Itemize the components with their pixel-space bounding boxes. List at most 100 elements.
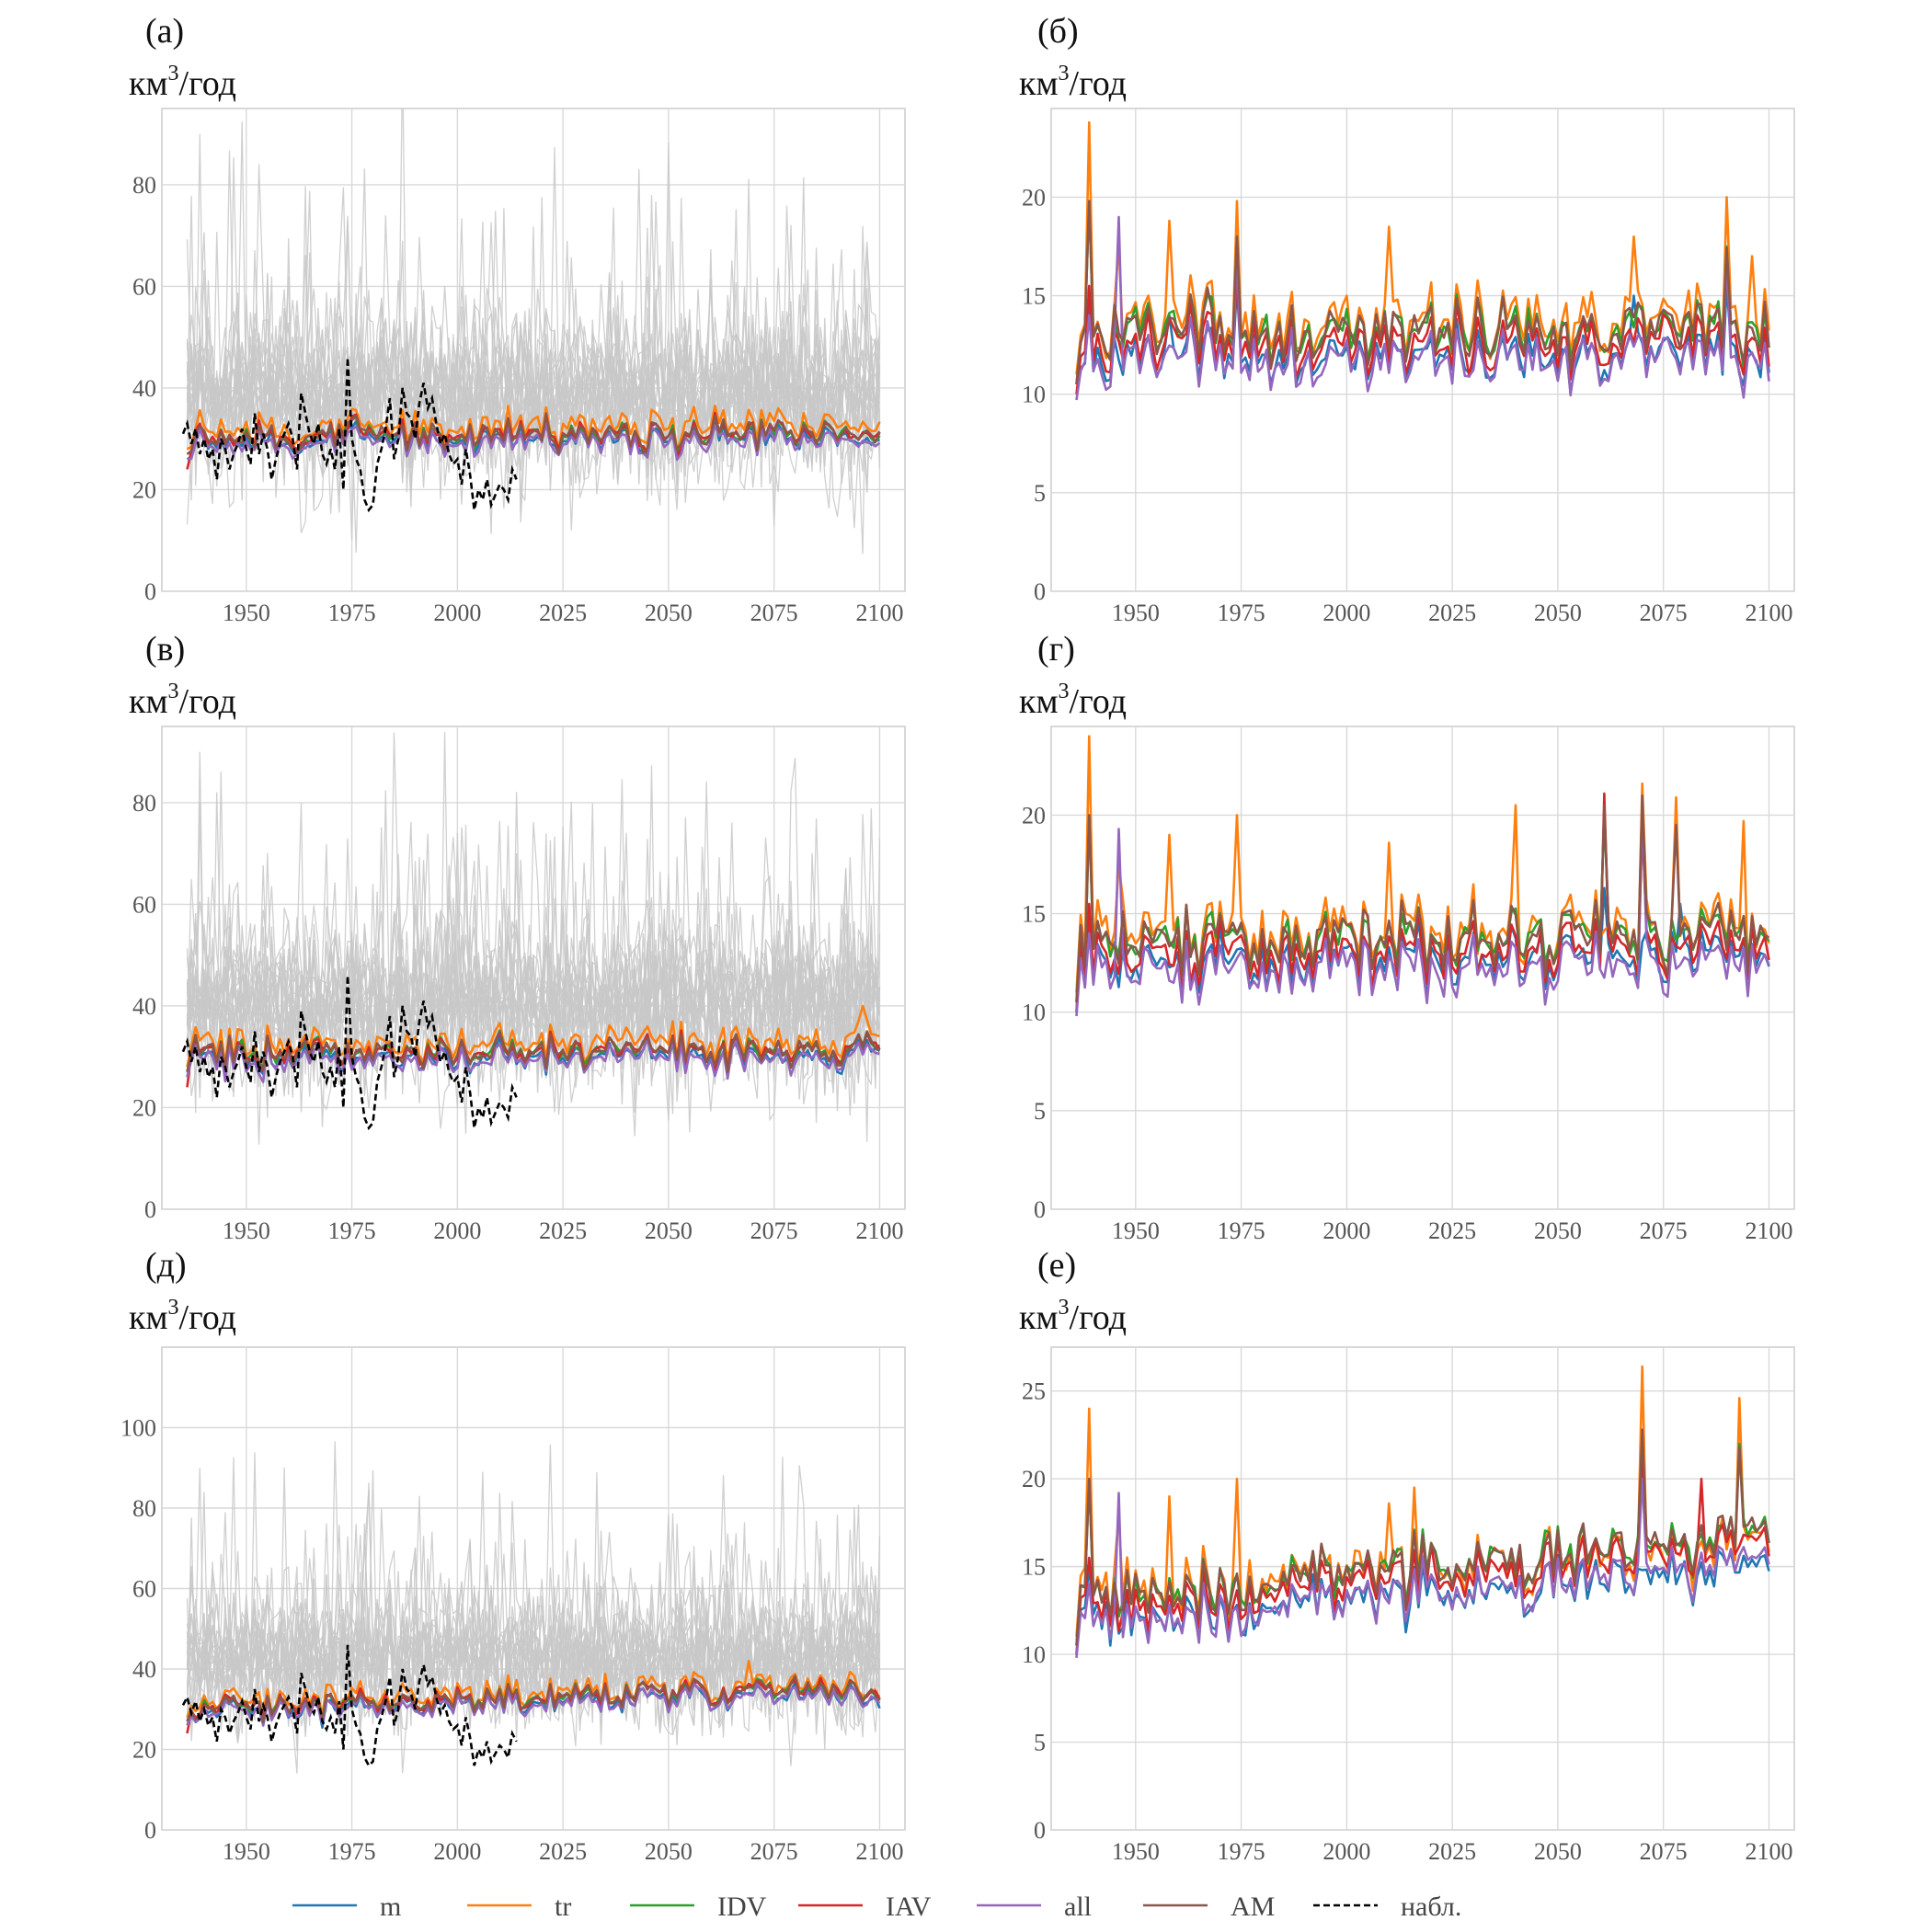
series-line-all — [1075, 215, 1770, 401]
legend-label: tr — [555, 1892, 571, 1922]
x-tick-label: 2000 — [1322, 1218, 1370, 1244]
x-tick-label: 2025 — [539, 600, 587, 626]
y-tick-label: 5 — [1034, 1730, 1046, 1756]
y-tick-label: 20 — [132, 1737, 156, 1764]
y-tick-label: 20 — [132, 476, 156, 503]
y-tick-label: 5 — [1034, 1098, 1046, 1125]
x-tick-label: 2000 — [1322, 600, 1370, 626]
legend-label: IDV — [717, 1892, 767, 1922]
x-tick-label: 2100 — [855, 600, 903, 626]
x-tick-label: 2075 — [1640, 600, 1688, 626]
x-tick-label: 2025 — [1428, 1838, 1476, 1865]
series-line-am — [186, 412, 881, 455]
panel-label: (д) — [145, 1246, 187, 1285]
ensemble-member-line — [186, 856, 881, 1068]
x-tick-label: 2075 — [1640, 1838, 1688, 1865]
x-tick-label: 1975 — [328, 1218, 376, 1244]
ensemble-member-line — [186, 732, 881, 1145]
x-tick-label: 1975 — [1218, 1838, 1265, 1865]
series-line-am — [1075, 200, 1770, 385]
panel-2: (б) км3/год 1950 1975 2000 2025 2050 2075 2100 0 5… — [1019, 12, 1795, 626]
legend-label: IAV — [886, 1892, 932, 1922]
ensemble-member-line — [186, 1482, 881, 1726]
y-tick-label: 40 — [132, 993, 156, 1020]
legend-item-iav: IAV — [798, 1892, 932, 1922]
y-tick-label: 15 — [1022, 1554, 1046, 1581]
x-tick-label: 1975 — [1218, 600, 1265, 626]
x-tick-label: 2025 — [539, 1218, 587, 1244]
y-tick-label: 15 — [1022, 283, 1046, 310]
x-tick-label: 2050 — [645, 1218, 693, 1244]
x-tick-label: 2050 — [1534, 600, 1582, 626]
x-tick-label: 2000 — [1322, 1838, 1370, 1865]
series-line-all — [1075, 807, 1770, 1017]
y-tick-label: 40 — [132, 1656, 156, 1683]
observed-line — [181, 357, 518, 513]
series-line-am — [1075, 1428, 1770, 1646]
x-tick-label: 2050 — [1534, 1838, 1582, 1865]
legend-item-am: AM — [1143, 1892, 1275, 1922]
y-tick-label: 60 — [132, 1576, 156, 1603]
panel-label: (в) — [145, 630, 185, 669]
series-line-tr — [186, 1004, 880, 1069]
x-tick-label: 2025 — [1428, 1218, 1476, 1244]
x-tick-label: 2100 — [855, 1838, 903, 1865]
ensemble-member-line — [186, 236, 881, 474]
legend-item-tr: tr — [467, 1892, 571, 1922]
x-tick-label: 2050 — [1534, 1218, 1582, 1244]
y-unit-label: км3/год — [129, 62, 236, 103]
x-tick-label: 2050 — [645, 600, 693, 626]
series-line-all — [1075, 1477, 1770, 1659]
legend-item-all: all — [977, 1892, 1092, 1922]
x-tick-label: 2000 — [433, 1218, 481, 1244]
ensemble-member-line — [186, 285, 881, 445]
y-tick-label: 20 — [1022, 1466, 1046, 1492]
y-tick-label: 80 — [132, 790, 156, 817]
x-tick-label: 1975 — [328, 600, 376, 626]
panel-label: (е) — [1037, 1246, 1076, 1285]
panel-3: (в) км3/год 1950 1975 2000 2025 2050 2075 2100 0 2… — [129, 630, 906, 1244]
x-tick-label: 2025 — [1428, 600, 1476, 626]
x-tick-label: 2075 — [1640, 1218, 1688, 1244]
ensemble-member-line — [186, 1465, 881, 1752]
legend-label: AM — [1231, 1892, 1275, 1922]
plot-area — [1050, 1346, 1795, 1831]
ensemble-member-line — [186, 168, 880, 487]
legend-label: набл. — [1401, 1892, 1461, 1922]
y-unit-label: км3/год — [129, 680, 236, 721]
y-unit-label: км3/год — [1019, 680, 1127, 721]
x-tick-label: 2000 — [433, 1838, 481, 1865]
y-tick-label: 80 — [132, 1495, 156, 1522]
legend: m tr IDV IAV all AM набл. — [292, 1892, 1461, 1922]
y-tick-label: 0 — [1034, 1817, 1046, 1844]
x-tick-label: 2100 — [855, 1218, 903, 1244]
y-tick-label: 10 — [1022, 382, 1046, 408]
y-tick-label: 0 — [1034, 1196, 1046, 1223]
x-tick-label: 2000 — [433, 600, 481, 626]
x-tick-label: 1950 — [223, 1218, 270, 1244]
legend-label: all — [1064, 1892, 1092, 1922]
legend-label: m — [380, 1892, 401, 1922]
x-tick-label: 1950 — [1112, 1218, 1160, 1244]
series-line-all — [187, 422, 881, 462]
y-tick-label: 20 — [1022, 184, 1046, 211]
x-tick-label: 2075 — [750, 1838, 798, 1865]
series-line-tr — [1075, 120, 1770, 375]
y-tick-label: 20 — [132, 1094, 156, 1121]
y-tick-label: 80 — [132, 172, 156, 199]
y-tick-label: 0 — [1034, 578, 1046, 605]
y-tick-label: 10 — [1022, 1641, 1046, 1668]
y-tick-label: 20 — [1022, 802, 1046, 829]
series-line-tr — [186, 1660, 881, 1718]
y-unit-label: км3/год — [129, 1296, 236, 1337]
legend-item-idv: IDV — [630, 1892, 767, 1922]
x-tick-label: 2075 — [750, 1218, 798, 1244]
panel-label: (б) — [1037, 12, 1079, 51]
x-tick-label: 1975 — [328, 1838, 376, 1865]
panel-4: (г) км3/год 1950 1975 2000 2025 2050 2075 2100 0 5… — [1019, 630, 1795, 1244]
y-tick-label: 40 — [132, 375, 156, 402]
x-tick-label: 1950 — [1112, 600, 1160, 626]
panel-5: (д) км3/год 1950 1975 2000 2025 2050 2075 2100 0 2… — [120, 1246, 906, 1865]
